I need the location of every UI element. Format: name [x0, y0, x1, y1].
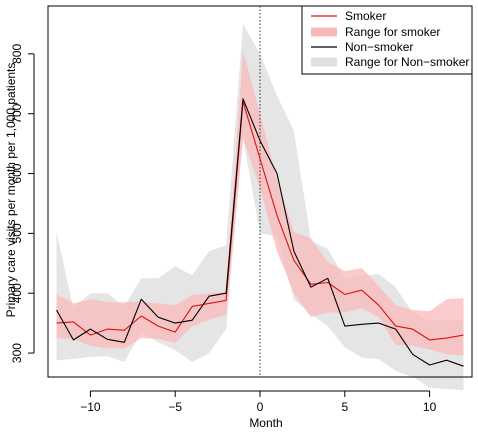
legend-label-range-non-smoker: Range for Non−smoker: [345, 55, 469, 69]
x-axis: −10 −5 0 5 10: [80, 390, 437, 414]
x-tick-label: −10: [80, 400, 101, 414]
legend-label-range-smoker: Range for smoker: [345, 25, 440, 39]
series-line-smoker: [56, 101, 464, 341]
series-lines: [56, 98, 464, 367]
y-axis: 300 400 500 600 700 800: [10, 44, 35, 363]
x-tick-label: 10: [423, 400, 437, 414]
y-tick-label: 400: [10, 283, 24, 303]
range-bands: [56, 24, 464, 391]
x-axis-title: Month: [249, 416, 282, 430]
x-tick-label: 0: [257, 400, 264, 414]
series-line-non-smoker: [56, 98, 464, 367]
legend: Smoker Range for smoker Non−smoker Range…: [301, 5, 473, 75]
y-tick-label: 700: [10, 103, 24, 123]
y-tick-label: 800: [10, 44, 24, 64]
y-axis-title: Primary care visits per month per 1,000 …: [4, 63, 18, 318]
plot-frame: [47, 5, 473, 378]
y-tick-label: 600: [10, 163, 24, 183]
x-tick-label: 5: [341, 400, 348, 414]
legend-label-non-smoker: Non−smoker: [345, 40, 413, 54]
legend-label-smoker: Smoker: [345, 9, 386, 23]
band-range-for-smoker: [56, 50, 464, 356]
y-tick-label: 500: [10, 223, 24, 243]
y-tick-label: 300: [10, 343, 24, 363]
x-tick-label: −5: [168, 400, 182, 414]
